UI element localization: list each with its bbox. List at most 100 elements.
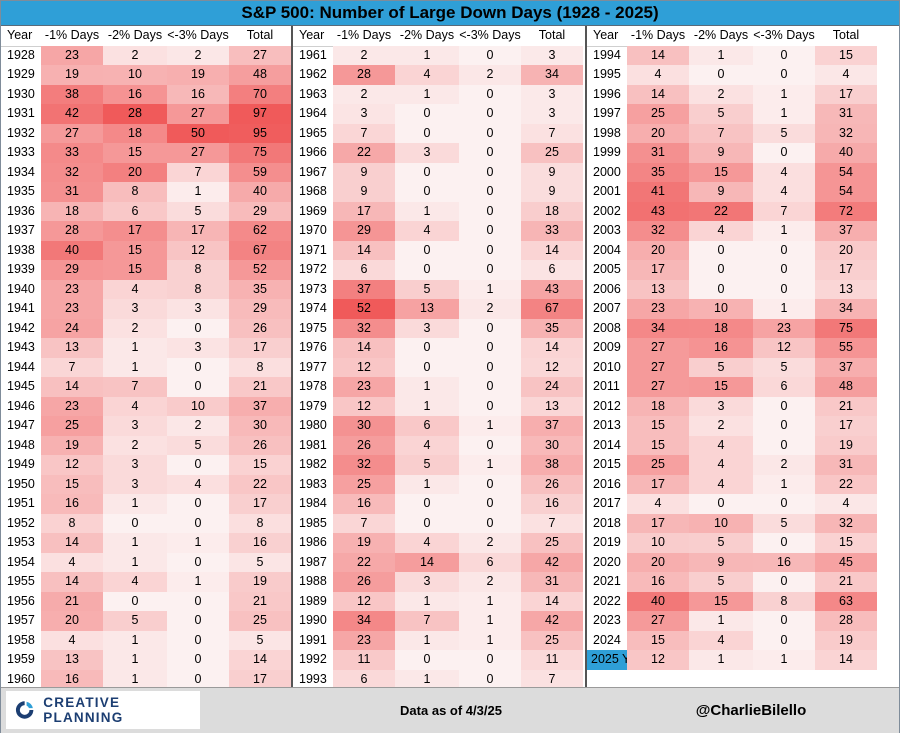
value-cell: 5 — [753, 357, 815, 377]
value-cell: 1 — [103, 357, 167, 377]
value-cell: 1 — [753, 221, 815, 241]
value-cell: 0 — [167, 650, 229, 670]
value-cell: 12 — [333, 396, 395, 416]
year-cell: 2012 — [593, 398, 621, 413]
value-cell: 3 — [395, 143, 459, 163]
value-cell: 16 — [753, 552, 815, 572]
value-cell: 40 — [627, 591, 689, 611]
value-cell: 14 — [229, 650, 291, 670]
value-cell: 97 — [229, 104, 291, 124]
year-cell: 1948 — [7, 437, 35, 452]
value-cell: 2 — [459, 299, 521, 319]
table-row: 1948 19 2 5 26 — [1, 435, 291, 455]
value-cell: 0 — [395, 123, 459, 143]
table-row: 1977 12 0 0 12 — [293, 357, 583, 377]
value-cell: 0 — [753, 611, 815, 631]
value-cell: 0 — [459, 650, 521, 670]
value-cell: 3 — [103, 299, 167, 319]
table-row: 2020 20 9 16 45 — [587, 552, 877, 572]
value-cell: 67 — [521, 299, 583, 319]
value-cell: 0 — [753, 65, 815, 85]
value-cell: 29 — [229, 201, 291, 221]
table-row: 1974 52 13 2 67 — [293, 299, 583, 319]
value-cell: 13 — [521, 396, 583, 416]
table-row: 2013 15 2 0 17 — [587, 416, 877, 436]
table-row: 1991 23 1 1 25 — [293, 630, 583, 650]
value-cell: 0 — [459, 357, 521, 377]
value-cell: 23 — [41, 279, 103, 299]
value-cell: 14 — [627, 84, 689, 104]
value-cell: 22 — [333, 552, 395, 572]
value-cell: 27 — [627, 377, 689, 397]
year-cell: 2009 — [593, 340, 621, 354]
value-cell: 32 — [815, 513, 877, 533]
value-cell: 15 — [103, 260, 167, 280]
value-cell: 9 — [333, 182, 395, 202]
value-cell: 0 — [395, 650, 459, 670]
table-row: 1984 16 0 0 16 — [293, 494, 583, 514]
value-cell: 3 — [167, 338, 229, 358]
value-cell: 45 — [815, 552, 877, 572]
year-cell: 1999 — [593, 145, 621, 159]
year-cell: 1987 — [299, 554, 327, 569]
value-cell: 0 — [753, 396, 815, 416]
table-row: 1934 32 20 7 59 — [1, 162, 291, 182]
value-cell: 25 — [521, 630, 583, 650]
value-cell: 62 — [229, 221, 291, 241]
value-cell: 7 — [333, 513, 395, 533]
value-cell: 1 — [395, 630, 459, 650]
column-header: -1% Days — [44, 28, 100, 42]
value-cell: 4 — [395, 65, 459, 85]
year-cell: 1951 — [7, 496, 35, 510]
value-cell: 15 — [689, 377, 753, 397]
table-row: 1955 14 4 1 19 — [1, 572, 291, 592]
value-cell: 16 — [627, 572, 689, 592]
value-cell: 28 — [41, 221, 103, 241]
column-divider — [291, 26, 293, 687]
table-row: 2004 20 0 0 20 — [587, 240, 877, 260]
table-row: 2024 15 4 0 19 — [587, 630, 877, 650]
table-row: 1935 31 8 1 40 — [1, 182, 291, 202]
table-row: 1995 4 0 0 4 — [587, 65, 877, 85]
table-row: 1957 20 5 0 25 — [1, 611, 291, 631]
table-row: 1951 16 1 0 17 — [1, 494, 291, 514]
value-cell: 32 — [333, 455, 395, 475]
year-cell: 1969 — [299, 203, 327, 218]
year-cell: 1928 — [7, 47, 35, 62]
year-cell: 1994 — [593, 47, 621, 62]
year-cell: 2002 — [593, 203, 621, 218]
value-cell: 5 — [689, 357, 753, 377]
table-row: 1987 22 14 6 42 — [293, 552, 583, 572]
value-cell: 20 — [627, 240, 689, 260]
year-cell: 1997 — [593, 106, 621, 120]
year-cell: 1989 — [299, 593, 327, 608]
value-cell: 26 — [229, 318, 291, 338]
table-row: 1970 29 4 0 33 — [293, 221, 583, 241]
value-cell: 14 — [627, 45, 689, 65]
value-cell: 32 — [41, 162, 103, 182]
year-cell: 1941 — [7, 301, 35, 315]
value-cell: 0 — [753, 260, 815, 280]
year-cell: 1929 — [7, 67, 35, 81]
value-cell: 15 — [815, 533, 877, 553]
table-row: 1975 32 3 0 35 — [293, 318, 583, 338]
table-row: 1931 42 28 27 97 — [1, 104, 291, 124]
value-cell: 1 — [753, 104, 815, 124]
value-cell: 0 — [459, 669, 521, 689]
value-cell: 15 — [627, 435, 689, 455]
table-row: 1983 25 1 0 26 — [293, 474, 583, 494]
value-cell: 43 — [521, 279, 583, 299]
table-row: 1947 25 3 2 30 — [1, 416, 291, 436]
value-cell: 22 — [815, 474, 877, 494]
table-row: 1938 40 15 12 67 — [1, 240, 291, 260]
value-cell: 0 — [395, 494, 459, 514]
value-cell: 0 — [167, 513, 229, 533]
value-cell: 1 — [753, 650, 815, 670]
value-cell: 1 — [459, 630, 521, 650]
value-cell: 2 — [103, 45, 167, 65]
value-cell: 38 — [41, 84, 103, 104]
value-cell: 42 — [521, 552, 583, 572]
value-cell: 5 — [167, 201, 229, 221]
value-cell: 32 — [627, 221, 689, 241]
